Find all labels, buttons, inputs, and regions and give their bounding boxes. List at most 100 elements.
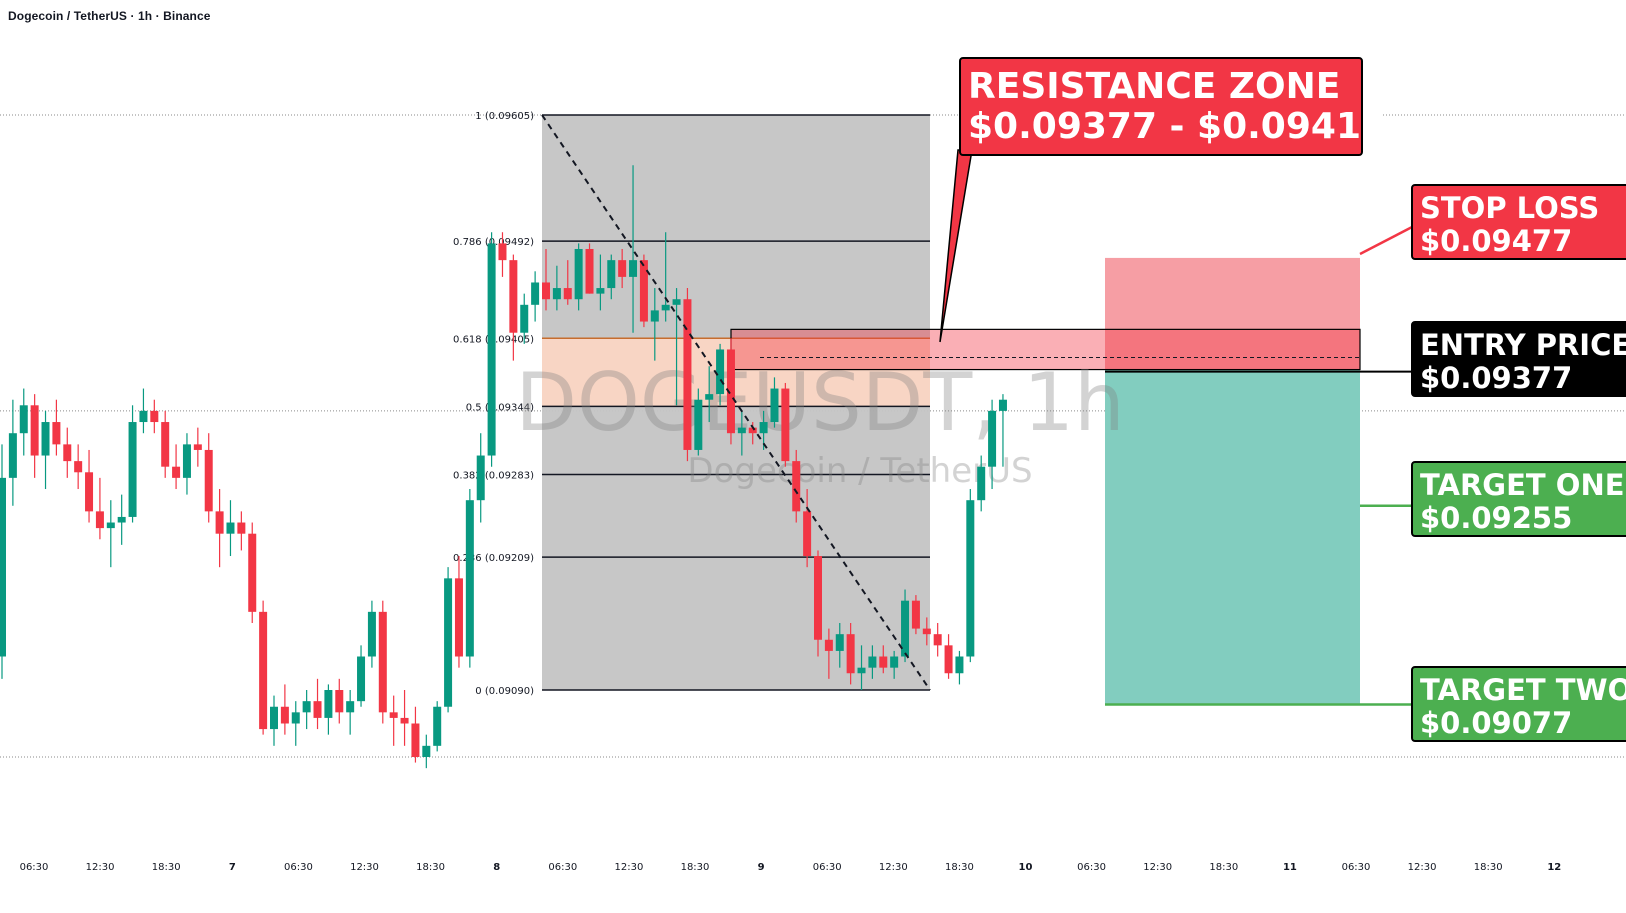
candle: [150, 399, 159, 434]
candle: [0, 444, 6, 679]
candle-body: [726, 349, 735, 434]
x-tick-label: 18:30: [152, 862, 181, 873]
x-tick-label: 06:30: [548, 862, 577, 873]
x-tick-label: 12:30: [879, 862, 908, 873]
candle-body: [270, 706, 278, 730]
entry-callout-box: [1411, 321, 1626, 397]
candle-body: [509, 260, 518, 333]
candle-body: [139, 410, 148, 423]
fib-label-0.5: 0.5 (0.09344): [466, 402, 534, 413]
candle: [770, 377, 779, 428]
candle: [998, 394, 1007, 467]
candle: [63, 427, 72, 478]
candle-body: [204, 449, 213, 512]
candle-body: [30, 405, 39, 456]
candle: [846, 623, 855, 685]
candle: [694, 388, 703, 456]
candle-body: [8, 433, 17, 478]
candle: [302, 690, 311, 730]
candle: [585, 243, 594, 294]
candle: [193, 427, 202, 467]
x-tick-label: 9: [758, 862, 765, 873]
candle-body: [846, 634, 855, 674]
candle: [933, 623, 942, 657]
candle: [128, 405, 137, 523]
watermark-symbol: DOGEUSDT, 1h: [515, 356, 1124, 449]
candle-body: [400, 717, 409, 724]
candle: [683, 288, 692, 462]
target-two-callout-box: [1411, 666, 1626, 742]
candle: [237, 511, 246, 551]
candle-body: [237, 522, 246, 534]
entry-callout-line1: ENTRY PRICE: [1420, 328, 1626, 362]
candle-body: [422, 745, 431, 757]
entry-callout-line2: $0.09377: [1420, 361, 1572, 395]
candle: [41, 410, 50, 490]
candle-body: [41, 422, 50, 456]
candle-body: [998, 399, 1007, 411]
candle: [726, 338, 735, 445]
candle: [106, 500, 115, 568]
candle: [226, 500, 235, 557]
watermark-name: Dogecoin / TetherUS: [687, 451, 1032, 491]
candle-body: [335, 690, 344, 713]
callouts[interactable]: RESISTANCE ZONE$0.09377 - $0.09413 STOP L…: [939, 57, 1626, 742]
candle: [172, 444, 181, 490]
x-tick-label: 8: [493, 862, 500, 873]
candle-body: [661, 304, 670, 311]
x-tick-label: 06:30: [1077, 862, 1106, 873]
target-one-callout[interactable]: TARGET ONE$0.09255: [1411, 461, 1626, 537]
candle: [74, 444, 83, 490]
candle-body: [944, 645, 953, 674]
candle-body: [531, 282, 540, 305]
fib-label-0.236: 0.236 (0.09209): [453, 553, 534, 564]
candle-body: [465, 500, 474, 657]
candle-body: [487, 243, 496, 456]
candle: [792, 449, 801, 523]
candle-body: [835, 634, 844, 651]
candle-body: [117, 516, 126, 523]
target-one-callout-line1: TARGET ONE: [1420, 468, 1625, 502]
candle-body: [607, 260, 616, 289]
x-tick-label: 18:30: [945, 862, 974, 873]
candle-body: [988, 410, 997, 467]
candle-body: [977, 466, 986, 501]
candle-body: [444, 578, 453, 707]
candle-body: [433, 706, 442, 746]
candle-body: [454, 578, 463, 657]
x-tick-label: 06:30: [1342, 862, 1371, 873]
candle: [259, 600, 268, 735]
candle-body: [542, 282, 550, 300]
candle-body: [781, 388, 790, 462]
target-two-callout[interactable]: TARGET TWO$0.09077: [1411, 666, 1626, 742]
target-two-callout-line2: $0.09077: [1420, 706, 1572, 740]
watermark: DOGEUSDT, 1h Dogecoin / TetherUS: [515, 356, 1124, 491]
target-zone: [1105, 369, 1360, 705]
candle: [389, 695, 398, 746]
candle-body: [759, 422, 768, 434]
x-tick-label: 12: [1547, 862, 1561, 873]
position-zones[interactable]: [730, 257, 1412, 706]
candle-body: [650, 310, 659, 322]
fib-dashed-trend: [541, 114, 931, 691]
fib-trendline[interactable]: [541, 114, 931, 691]
x-tick-label: 18:30: [416, 862, 445, 873]
resistance-callout[interactable]: RESISTANCE ZONE$0.09377 - $0.09413: [959, 57, 1386, 156]
candle: [966, 489, 975, 663]
candle: [444, 567, 453, 713]
fib-label-0.786: 0.786 (0.09492): [453, 237, 534, 248]
candle-body: [226, 522, 235, 534]
stop-loss-callout[interactable]: STOP LOSS$0.09477: [1411, 184, 1626, 260]
candle: [716, 343, 725, 406]
candle-body: [193, 444, 202, 450]
entry-callout[interactable]: ENTRY PRICE$0.09377: [1411, 321, 1626, 397]
candle-body: [74, 461, 83, 473]
candle-body: [389, 712, 398, 718]
candle-body: [890, 656, 899, 668]
candle: [868, 645, 877, 679]
candle-body: [63, 444, 72, 462]
candle: [378, 600, 387, 724]
x-axis: 06:30 12:30 18:30 7 06:30 12:30 18:30 8 06:30 12:…: [20, 862, 1562, 873]
x-tick-label: 12:30: [1408, 862, 1437, 873]
